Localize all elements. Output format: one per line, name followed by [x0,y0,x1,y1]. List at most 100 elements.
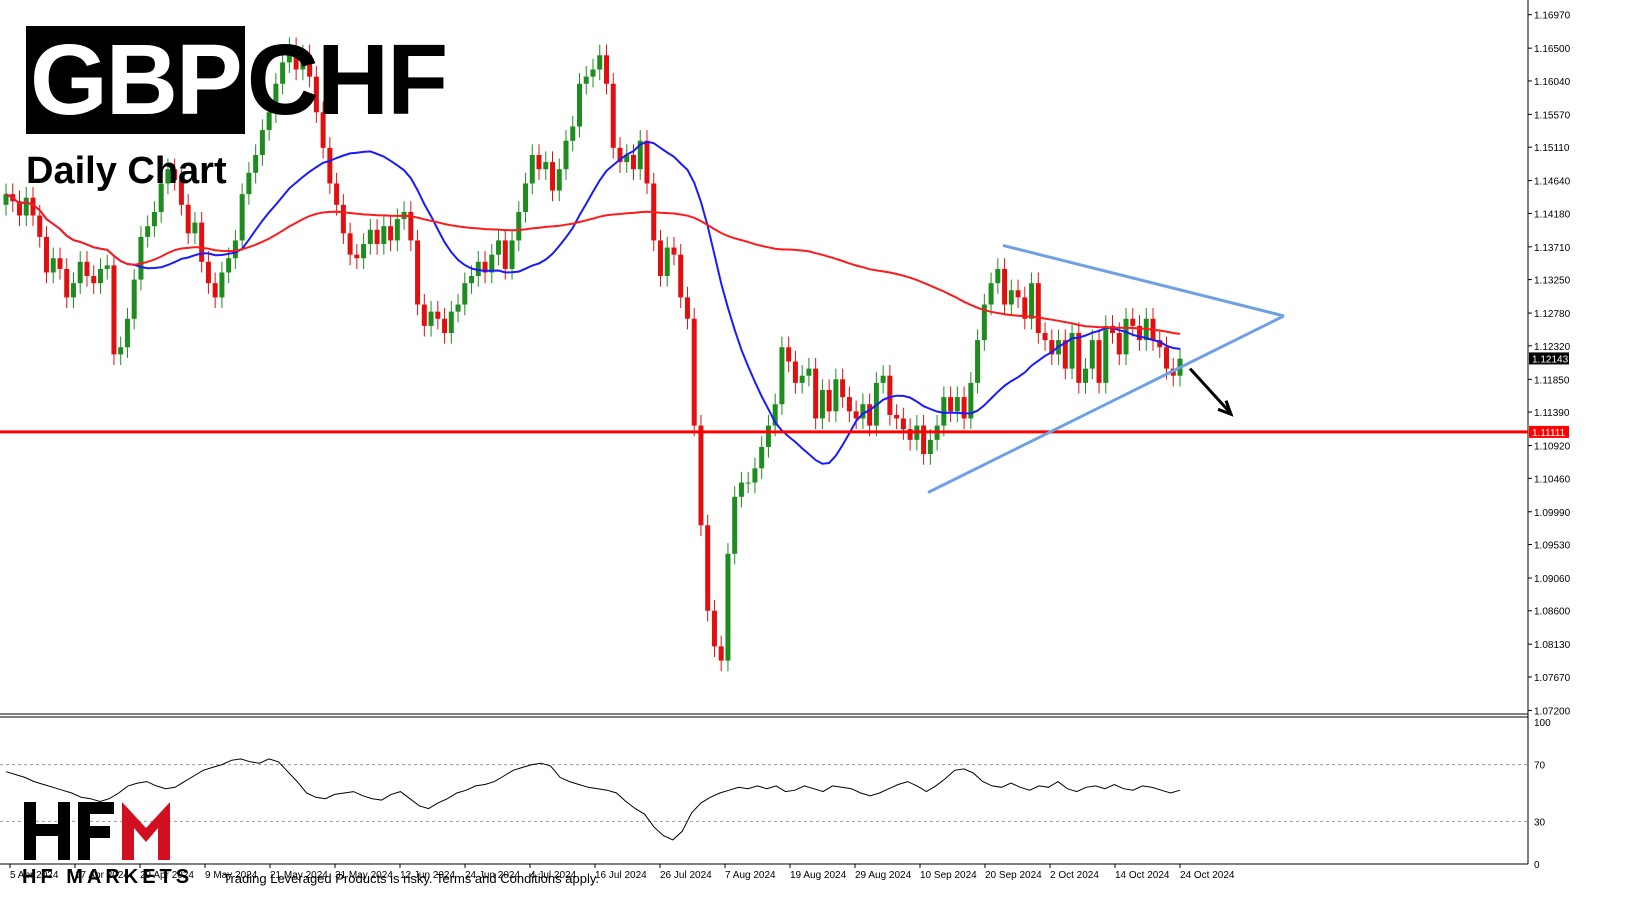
candle [691,308,697,437]
candle-body [64,268,70,298]
candle-body [30,197,36,216]
candle [361,233,367,269]
candle-body [442,318,448,334]
candle-body [232,240,238,259]
candle-body [226,258,232,273]
candle [91,265,97,294]
candle-body [361,243,367,259]
candle [900,407,906,440]
rsi-tick-label: 0 [1534,860,1540,871]
candle-body [603,55,609,84]
candle [961,386,967,430]
candle-body [253,154,259,173]
candle-body [347,233,353,255]
candle-body [806,368,812,376]
candle-body [1076,333,1082,383]
candle [995,258,1001,294]
candle [1015,279,1021,309]
candle-body [266,112,272,131]
candle [927,429,933,465]
candle-body [975,340,981,383]
candle-body [1049,340,1055,355]
candle [280,51,286,95]
candle-body [853,411,859,419]
candle-body [583,76,589,84]
time-axis: 5 Apr 2024 17 Apr 2024 29 Apr 2024 9 May 20… [9,864,1235,881]
candle [145,215,151,248]
candle-body [948,397,954,412]
candle [799,365,805,394]
candle-body [738,482,744,497]
candle-body [415,240,421,305]
candle-body [1022,297,1028,319]
candle [165,158,171,195]
rsi-tick-label: 100 [1534,718,1551,729]
candle [232,229,238,269]
candle-body [570,126,576,141]
candle-body [1002,268,1008,305]
candle [860,393,866,430]
candle [725,543,731,672]
price-tick-label: 1.15110 [1534,143,1570,154]
candle [1137,315,1143,351]
candle [603,44,609,95]
candle [43,226,49,284]
candle [124,308,130,358]
candle-body [280,62,286,84]
candle-body [1130,318,1136,326]
candle-body [624,154,630,163]
current-price-tag [1529,352,1569,365]
candle-body [840,379,846,398]
candle-body [313,76,319,113]
candle [880,365,886,394]
candle [111,254,117,366]
candle-body [1164,347,1170,369]
candle [219,261,225,309]
candle-body [941,397,947,426]
price-tick-label: 1.16500 [1534,44,1571,55]
candle-body [779,347,785,405]
candle [381,215,387,255]
candle [516,201,522,252]
candle-body [556,169,562,191]
candles-layer [3,37,1183,672]
candle-body [104,265,110,269]
candle-body [212,283,218,298]
candle-body [77,261,83,284]
candle-body [165,169,171,184]
candle-body [523,183,529,212]
candle [846,386,852,423]
candle [192,211,198,244]
price-tick-label: 1.09530 [1534,541,1571,552]
support-price-label: 1.11111 [1532,428,1566,439]
candle [590,58,596,88]
candle-body [496,240,502,255]
candle-body [698,425,704,526]
candle [172,158,178,191]
candle [577,73,583,138]
candle-body [644,140,650,184]
candle-body [981,304,987,341]
candle-body [448,311,454,334]
chart-subtitle: Daily Chart [26,150,227,192]
candle-body [1029,283,1035,319]
candle [1110,315,1116,344]
candle [786,336,792,373]
candle [340,194,346,244]
candle [1069,322,1075,380]
candle [151,201,157,237]
candle-body [367,229,373,244]
candle-body [219,272,225,298]
candle [711,600,717,658]
candle-body [482,261,488,273]
candle [556,158,562,202]
price-tick-label: 1.16970 [1534,11,1571,22]
candle [1089,329,1095,380]
candle [826,379,832,423]
breakout-arrow-shaft [1188,367,1231,413]
candle-body [489,254,495,273]
candle-body [765,425,771,447]
candle-body [826,389,832,412]
candle-body [462,283,468,305]
candle-body [900,418,906,430]
